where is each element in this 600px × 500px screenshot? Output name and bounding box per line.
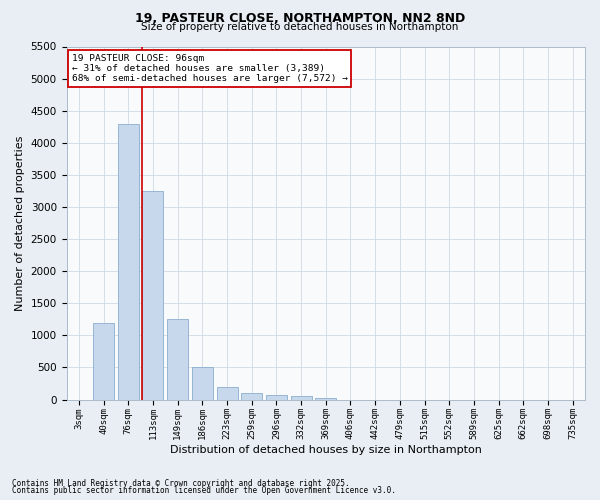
Text: Contains HM Land Registry data © Crown copyright and database right 2025.: Contains HM Land Registry data © Crown c… xyxy=(12,478,350,488)
Bar xyxy=(217,386,238,400)
Bar xyxy=(192,368,213,400)
Bar xyxy=(142,191,163,400)
Text: 19, PASTEUR CLOSE, NORTHAMPTON, NN2 8ND: 19, PASTEUR CLOSE, NORTHAMPTON, NN2 8ND xyxy=(135,12,465,26)
Text: Contains public sector information licensed under the Open Government Licence v3: Contains public sector information licen… xyxy=(12,486,396,495)
Bar xyxy=(290,396,311,400)
Text: Size of property relative to detached houses in Northampton: Size of property relative to detached ho… xyxy=(142,22,458,32)
Bar xyxy=(315,398,336,400)
Bar xyxy=(167,320,188,400)
Bar xyxy=(93,322,114,400)
X-axis label: Distribution of detached houses by size in Northampton: Distribution of detached houses by size … xyxy=(170,445,482,455)
Bar xyxy=(118,124,139,400)
Text: 19 PASTEUR CLOSE: 96sqm
← 31% of detached houses are smaller (3,389)
68% of semi: 19 PASTEUR CLOSE: 96sqm ← 31% of detache… xyxy=(72,54,348,84)
Bar xyxy=(241,393,262,400)
Bar xyxy=(266,394,287,400)
Y-axis label: Number of detached properties: Number of detached properties xyxy=(15,136,25,310)
